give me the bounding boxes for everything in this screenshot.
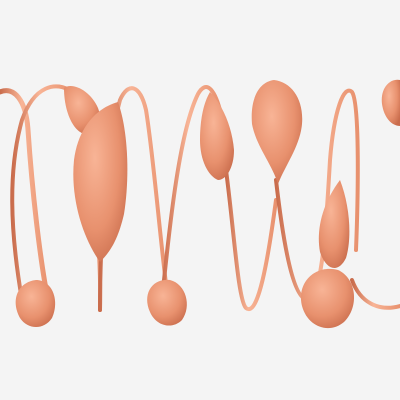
helix-tube-segment-0 [0,88,51,303]
helix-tube-segment-6 [274,88,360,302]
helix-bulb-3 [147,279,187,326]
helix-bulb-0 [15,280,56,327]
helix-tube-segment-1 [10,84,74,302]
helix-tube-segment-7 [350,278,400,310]
helix-bulb-8 [381,79,400,126]
helix-bulb-2 [73,102,128,262]
helix-bulb-4 [200,92,234,180]
helix-tube-segment-5 [224,168,278,312]
helix-bulb-6 [318,180,350,269]
helix-bulb-7 [300,268,355,329]
helix-tube-segment-4 [160,85,222,302]
helix-bulb-group [15,79,400,329]
helix-bulb-5 [251,80,303,184]
